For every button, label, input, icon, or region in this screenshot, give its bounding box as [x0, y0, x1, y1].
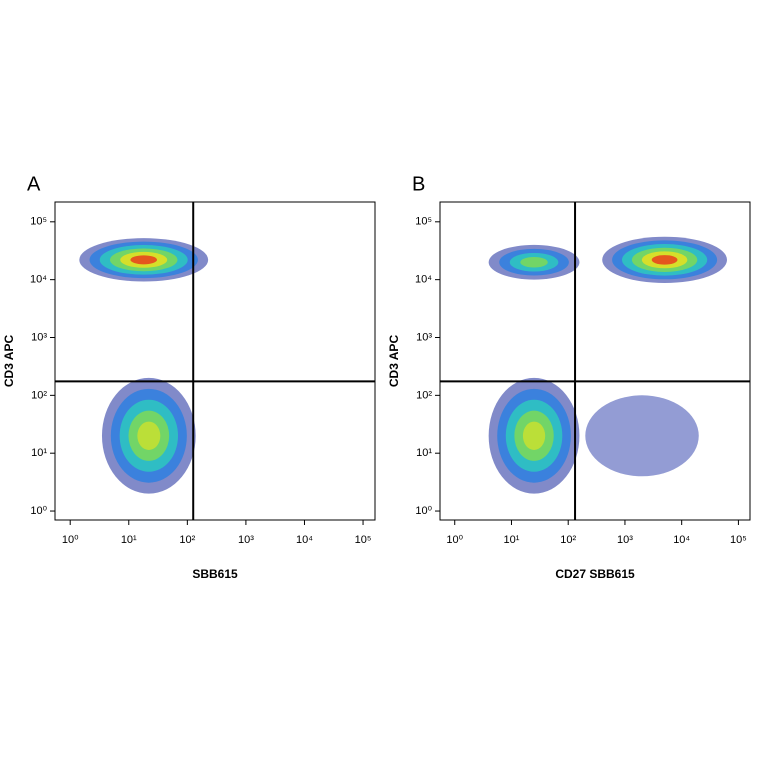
y-tick-label: 10²: [416, 389, 432, 401]
x-tick-label: 10²: [560, 534, 576, 546]
panel-letter: B: [412, 173, 425, 195]
y-axis-title: CD3 APC: [387, 335, 401, 388]
y-tick-label: 10⁵: [30, 216, 47, 228]
x-tick-label: 10⁰: [62, 534, 79, 546]
x-tick-label: 10³: [238, 534, 254, 546]
panel: B 10⁰ 10¹ 10² 10³ 10⁴ 10⁵ 10⁰ 10¹ 10² 10³ 10⁴ 10⁵ CD2…: [387, 173, 751, 581]
populations: [488, 236, 728, 494]
x-tick-label: 10⁵: [730, 534, 747, 546]
x-tick-label: 10³: [617, 534, 633, 546]
y-tick-label: 10³: [31, 331, 47, 343]
x-tick-label: 10⁴: [296, 534, 313, 546]
y-tick-label: 10²: [31, 389, 47, 401]
population-density: [520, 256, 548, 268]
x-tick-label: 10²: [179, 534, 195, 546]
populations: [79, 238, 209, 494]
y-tick-label: 10¹: [416, 447, 432, 459]
y-tick-label: 10⁴: [415, 274, 432, 286]
population-density: [130, 255, 158, 265]
x-tick-label: 10¹: [504, 534, 520, 546]
y-tick-label: 10⁰: [415, 505, 432, 517]
panel-letter: A: [27, 173, 41, 195]
population-density: [651, 255, 678, 265]
y-axis-title: CD3 APC: [2, 335, 16, 388]
y-tick-label: 10⁴: [30, 274, 47, 286]
y-tick-label: 10³: [416, 331, 432, 343]
x-tick-label: 10¹: [121, 534, 137, 546]
x-tick-label: 10⁵: [355, 534, 372, 546]
x-tick-label: 10⁰: [446, 534, 463, 546]
y-tick-label: 10⁵: [415, 216, 432, 228]
y-tick-label: 10⁰: [30, 505, 47, 517]
x-axis-title: SBB615: [192, 567, 238, 581]
population-density: [137, 421, 161, 450]
population-density: [585, 395, 699, 477]
y-tick-label: 10¹: [31, 447, 47, 459]
x-tick-label: 10⁴: [673, 534, 690, 546]
panel: A 10⁰ 10¹ 10² 10³ 10⁴ 10⁵ 10⁰ 10¹ 10² 10³ 10⁴ 10⁵ SBB…: [2, 173, 376, 581]
population-density: [522, 421, 546, 450]
x-axis-title: CD27 SBB615: [555, 567, 635, 581]
